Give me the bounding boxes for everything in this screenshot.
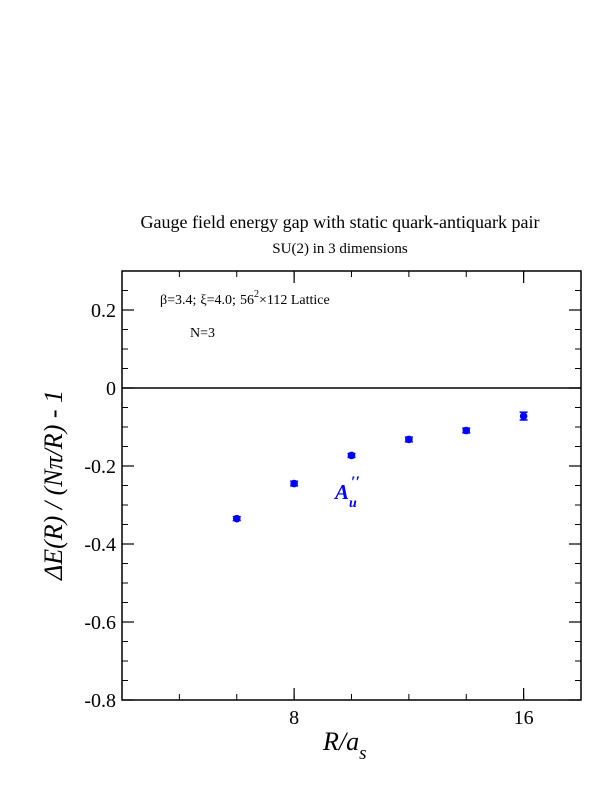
data-point xyxy=(462,426,471,435)
data-point xyxy=(347,451,356,460)
y-tick-label: 0 xyxy=(106,378,116,400)
data-point xyxy=(405,435,413,444)
chart-title: Gauge field energy gap with static quark… xyxy=(140,212,540,232)
data-points xyxy=(232,411,528,523)
data-point xyxy=(290,479,298,488)
x-axis-label: R/as xyxy=(322,727,367,764)
n-annotation: N=3 xyxy=(190,326,215,341)
data-point xyxy=(519,412,528,420)
y-tick-label: -0.8 xyxy=(84,690,116,712)
x-tick-label: 8 xyxy=(289,707,299,729)
xi-text: ξ=4.0; xyxy=(200,293,236,308)
series-label: Au ′′ xyxy=(333,474,360,511)
x-tick-label: 16 xyxy=(514,707,534,729)
y-tick-label: 0.2 xyxy=(91,300,116,322)
lattice-rest-text: ×112 Lattice xyxy=(259,293,330,308)
major-ticks xyxy=(122,271,581,701)
chart-subtitle: SU(2) in 3 dimensions xyxy=(272,241,408,257)
beta-text: β=3.4; xyxy=(160,293,196,308)
tick-labels: 8 16 0.2 0 -0.2 -0.4 -0.6 -0.8 xyxy=(84,300,533,729)
y-tick-label: -0.2 xyxy=(84,456,116,478)
lattice-base-text: 56 xyxy=(240,293,254,308)
y-tick-label: -0.4 xyxy=(84,534,116,556)
y-axis-label: ΔE(R) / (Nπ/R) - 1 xyxy=(39,390,68,581)
y-tick-label: -0.6 xyxy=(84,612,116,634)
series-label-sub: u xyxy=(349,496,357,511)
lattice-exponent-text: 2 xyxy=(254,289,259,300)
x-axis-label-sub: s xyxy=(359,743,366,764)
data-point xyxy=(232,514,241,523)
series-label-main: A xyxy=(333,480,349,504)
parameters-annotation: β=3.4; ξ=4.0; 562×112 Lattice xyxy=(160,289,330,308)
series-label-sup: ′′ xyxy=(351,474,360,491)
x-axis-label-main: R/a xyxy=(322,727,359,756)
